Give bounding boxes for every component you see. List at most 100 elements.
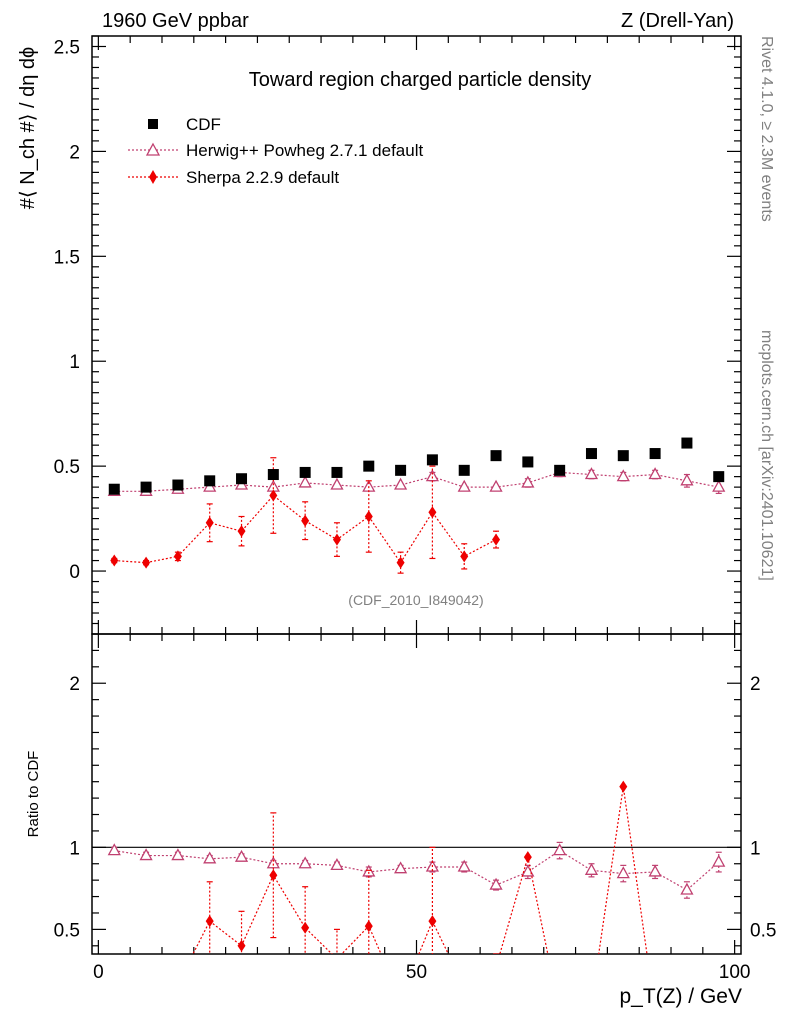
ratio-data-layer bbox=[92, 780, 741, 954]
ratio-herwig-point bbox=[393, 861, 408, 874]
ratio-herwig-point bbox=[521, 864, 535, 877]
ratio-sherpa-point bbox=[619, 780, 628, 793]
cdf-point bbox=[649, 448, 661, 460]
ratio-ylabel: Ratio to CDF bbox=[25, 751, 42, 838]
sherpa-point bbox=[492, 533, 501, 546]
cdf-point bbox=[331, 466, 343, 478]
x-tick-label: 0 bbox=[93, 962, 104, 983]
herwig-line bbox=[114, 471, 719, 492]
ratio-sherpa-point bbox=[205, 915, 214, 928]
cdf-point bbox=[204, 475, 216, 487]
cdf-point bbox=[522, 456, 534, 468]
ratio-panel-frame bbox=[91, 633, 742, 955]
y-tick-label: 0.5 bbox=[54, 457, 80, 478]
cdf-point bbox=[554, 464, 566, 476]
herwig-point bbox=[648, 467, 662, 480]
sherpa-point bbox=[173, 550, 182, 563]
mcplots-label: mcplots.cern.ch [arXiv:2401.10621] bbox=[758, 330, 775, 581]
ratio-herwig-point bbox=[553, 843, 567, 856]
y-tick-label: 2.5 bbox=[54, 37, 80, 58]
herwig-point bbox=[584, 467, 599, 480]
header-right-label: Z (Drell-Yan) bbox=[621, 10, 734, 32]
ratio-sherpa-point bbox=[523, 851, 532, 864]
ratio-sherpa-point bbox=[428, 915, 437, 928]
ratio-sherpa-point bbox=[301, 921, 310, 934]
ratio-herwig-point bbox=[171, 848, 185, 861]
sherpa-point bbox=[364, 510, 373, 523]
x-tick-label: 100 bbox=[719, 962, 751, 983]
herwig-point bbox=[712, 479, 726, 492]
cdf-point bbox=[395, 464, 407, 476]
herwig-point bbox=[680, 473, 694, 486]
ratio-y-tick-label-right: 1 bbox=[750, 838, 761, 859]
x-tick-label: 50 bbox=[406, 962, 427, 983]
herwig-point bbox=[489, 479, 503, 492]
sherpa-point bbox=[460, 550, 469, 563]
ratio-herwig-point bbox=[489, 877, 503, 890]
ratio-y-tick-label-right: 0.5 bbox=[750, 920, 776, 941]
sherpa-point bbox=[205, 516, 214, 529]
xlabel: p_T(Z) / GeV bbox=[619, 985, 742, 1008]
sherpa-point bbox=[110, 554, 119, 567]
herwig-point bbox=[330, 477, 344, 490]
ratio-herwig-point bbox=[616, 866, 630, 879]
y-tick-label: 2 bbox=[69, 142, 80, 163]
sherpa-point bbox=[428, 506, 437, 519]
legend-herwig-label: Herwig++ Powheg 2.7.1 default bbox=[186, 141, 423, 160]
cdf-point bbox=[458, 464, 470, 476]
sherpa-point bbox=[269, 489, 278, 502]
ratio-herwig-point bbox=[139, 848, 153, 861]
cdf-point bbox=[108, 483, 120, 495]
ratio-sherpa-line bbox=[192, 786, 648, 954]
legend-sherpa-marker bbox=[149, 170, 157, 184]
cdf-point bbox=[299, 466, 311, 478]
cdf-point bbox=[363, 460, 375, 472]
cdf-point bbox=[140, 481, 152, 493]
rivet-label: Rivet 4.1.0, ≥ 2.3M events bbox=[758, 36, 775, 222]
ratio-herwig-point bbox=[107, 843, 121, 856]
legend-cdf-label: CDF bbox=[186, 115, 221, 134]
cdf-point bbox=[617, 450, 629, 462]
cdf-point bbox=[713, 471, 725, 483]
herwig-point bbox=[298, 475, 312, 488]
ratio-herwig-point bbox=[203, 851, 217, 864]
analysis-tag: (CDF_2010_I849042) bbox=[348, 592, 483, 608]
ratio-herwig-point bbox=[234, 849, 249, 862]
legend-sherpa-label: Sherpa 2.2.9 default bbox=[186, 168, 339, 187]
herwig-point bbox=[521, 475, 535, 488]
legend: CDF Herwig++ Powheg 2.7.1 default Sherpa… bbox=[128, 115, 423, 187]
herwig-point bbox=[457, 479, 471, 492]
y-tick-label: 1 bbox=[69, 352, 80, 373]
legend-cdf-marker bbox=[148, 119, 158, 129]
ratio-sherpa-point bbox=[237, 939, 246, 952]
sherpa-point bbox=[142, 556, 151, 569]
sherpa-point bbox=[301, 514, 310, 527]
ratio-herwig-point bbox=[584, 862, 599, 875]
herwig-point bbox=[393, 477, 408, 490]
main-ylabel: #⟨ N_ch #⟩ / dη dϕ bbox=[17, 47, 39, 209]
ratio-y-tick-label: 1 bbox=[69, 838, 80, 859]
legend-herwig-marker bbox=[145, 142, 161, 156]
ratio-y-tick-label: 2 bbox=[69, 674, 80, 695]
cdf-point bbox=[585, 448, 597, 460]
cdf-point bbox=[236, 473, 248, 485]
ratio-axis-ticks: 0 50 100 0.5 0.5 1 1 2 2 bbox=[54, 649, 776, 983]
main-data-layer bbox=[107, 437, 726, 574]
ratio-herwig-line bbox=[114, 849, 720, 891]
ratio-sherpa-point bbox=[269, 869, 278, 882]
herwig-point bbox=[425, 469, 440, 482]
cdf-point bbox=[681, 437, 693, 449]
sherpa-point bbox=[237, 525, 246, 538]
header-left-label: 1960 GeV ppbar bbox=[102, 10, 249, 32]
ratio-herwig-point bbox=[680, 882, 694, 895]
ratio-herwig-point bbox=[648, 864, 662, 877]
ratio-y-tick-label: 0.5 bbox=[54, 920, 80, 941]
ratio-herwig-point bbox=[712, 854, 726, 867]
herwig-point bbox=[616, 469, 630, 482]
plot-title: Toward region charged particle density bbox=[249, 69, 591, 91]
sherpa-point bbox=[332, 533, 341, 546]
cdf-point bbox=[267, 469, 279, 481]
cdf-point bbox=[426, 454, 438, 466]
ratio-y-tick-label-right: 2 bbox=[750, 674, 761, 695]
